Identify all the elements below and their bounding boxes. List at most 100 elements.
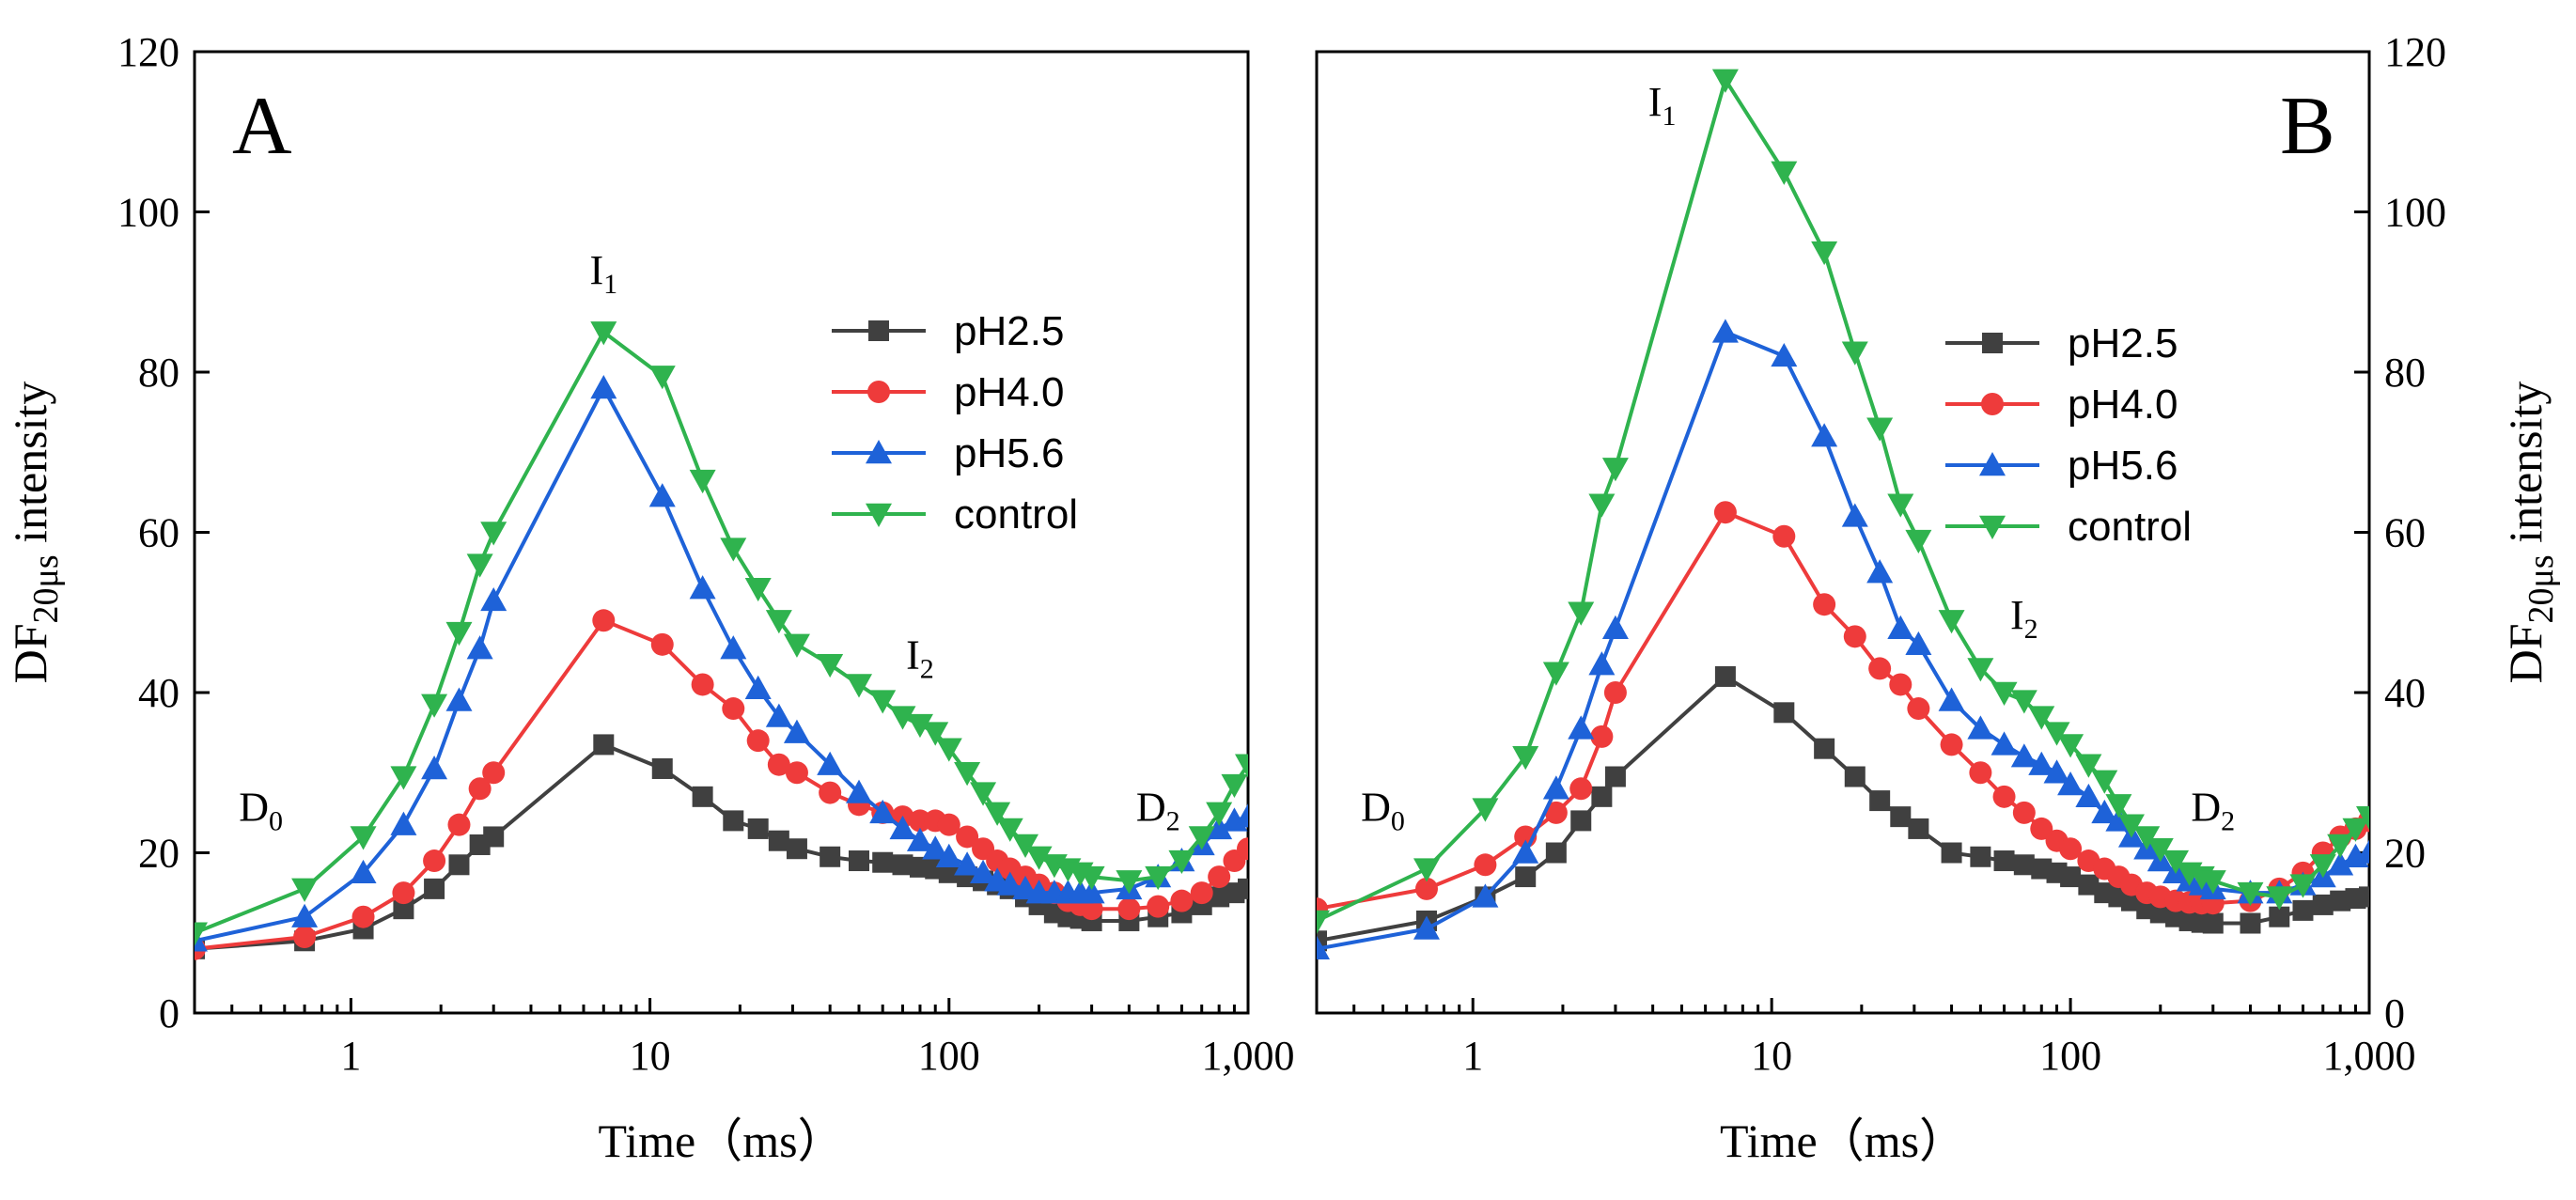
data-point bbox=[1588, 651, 1616, 676]
annotation-i1: I1 bbox=[1648, 79, 1677, 132]
data-point bbox=[480, 522, 507, 546]
data-point bbox=[1991, 731, 2018, 756]
data-point bbox=[1147, 895, 1170, 918]
data-point bbox=[1841, 341, 1868, 366]
y-tick-label: 80 bbox=[2384, 350, 2426, 396]
y-tick-label: 100 bbox=[2384, 190, 2446, 236]
y-axis-title: DF20μs intensity bbox=[4, 382, 66, 684]
data-point bbox=[2237, 881, 2264, 907]
data-point bbox=[846, 674, 873, 698]
data-point bbox=[1889, 673, 1912, 696]
data-point bbox=[1814, 738, 1835, 759]
data-point bbox=[1569, 777, 1593, 801]
data-point bbox=[938, 862, 960, 883]
x-axis-title: Time（ms） bbox=[1720, 1114, 1966, 1167]
data-point bbox=[1116, 870, 1143, 895]
data-point bbox=[1413, 915, 1440, 940]
data-point bbox=[1772, 524, 1796, 548]
y-tick-label: 60 bbox=[2384, 510, 2426, 556]
data-point bbox=[590, 321, 617, 346]
data-point bbox=[954, 762, 981, 787]
data-point bbox=[2266, 886, 2293, 911]
data-point bbox=[1868, 657, 1892, 680]
legend-marker bbox=[1981, 393, 2004, 415]
data-point bbox=[1235, 803, 1248, 828]
data-point bbox=[648, 483, 676, 507]
data-point bbox=[1844, 766, 1866, 787]
y-tick-label: 100 bbox=[117, 190, 180, 236]
data-point bbox=[765, 703, 792, 727]
data-point bbox=[1117, 897, 1141, 921]
data-point bbox=[1841, 503, 1868, 527]
data-point bbox=[1967, 715, 1994, 740]
data-point bbox=[482, 761, 506, 785]
plot-area bbox=[195, 321, 1248, 960]
data-point bbox=[1542, 662, 1569, 686]
data-point bbox=[2199, 870, 2226, 895]
data-point bbox=[651, 757, 673, 779]
data-point bbox=[1940, 733, 1963, 756]
annotation-i2: I2 bbox=[906, 631, 934, 684]
data-point bbox=[984, 802, 1011, 826]
data-point bbox=[2059, 837, 2083, 861]
data-point bbox=[1938, 610, 1965, 634]
data-point bbox=[350, 859, 377, 884]
series-ph5-6 bbox=[1317, 319, 2369, 959]
data-point bbox=[1568, 715, 1595, 740]
data-point bbox=[1907, 697, 1930, 721]
data-point bbox=[1604, 766, 1626, 787]
data-point bbox=[1317, 910, 1330, 934]
data-point bbox=[1905, 631, 1932, 656]
data-point bbox=[2327, 834, 2354, 858]
data-point bbox=[1908, 818, 1929, 839]
data-point bbox=[1012, 834, 1039, 858]
data-point bbox=[2356, 839, 2369, 864]
data-point bbox=[2147, 838, 2174, 863]
data-point bbox=[1413, 858, 1440, 882]
data-point bbox=[872, 851, 894, 873]
series-line bbox=[195, 386, 1248, 943]
y-tick-label: 60 bbox=[138, 510, 180, 556]
legend-label: control bbox=[954, 491, 1078, 538]
data-point bbox=[421, 694, 448, 718]
legend-label: pH5.6 bbox=[954, 430, 1064, 476]
legend-marker bbox=[867, 381, 890, 403]
data-point bbox=[2269, 906, 2290, 927]
data-point bbox=[1843, 625, 1866, 648]
data-point bbox=[1542, 775, 1569, 800]
data-point bbox=[423, 849, 446, 873]
series-ph4-0 bbox=[1317, 501, 2369, 921]
data-point bbox=[1905, 529, 1932, 554]
series-ph5-6 bbox=[195, 375, 1248, 952]
data-point bbox=[906, 827, 933, 851]
data-point bbox=[390, 811, 417, 835]
data-point bbox=[1414, 877, 1438, 900]
data-point bbox=[970, 859, 997, 884]
y-tick-label: 80 bbox=[138, 350, 180, 396]
legend-label: pH2.5 bbox=[954, 308, 1064, 354]
legend-label: pH5.6 bbox=[2068, 443, 2178, 489]
data-point bbox=[1590, 725, 1614, 748]
data-point bbox=[817, 751, 844, 775]
data-point bbox=[2105, 794, 2132, 818]
x-tick-label: 1 bbox=[1462, 1033, 1483, 1079]
data-point bbox=[846, 779, 873, 803]
data-point bbox=[2309, 854, 2336, 879]
data-point bbox=[2057, 771, 2084, 796]
data-point bbox=[195, 922, 208, 946]
data-point bbox=[1515, 866, 1537, 888]
data-point bbox=[922, 722, 949, 746]
data-point bbox=[1570, 810, 1592, 832]
data-point bbox=[392, 881, 415, 905]
data-point bbox=[1771, 161, 1798, 185]
data-point bbox=[2043, 759, 2070, 784]
data-point bbox=[1890, 806, 1912, 828]
series-control bbox=[1317, 69, 2369, 934]
data-point bbox=[1711, 319, 1739, 343]
data-point bbox=[592, 609, 616, 632]
annotation-d2: D2 bbox=[1136, 784, 1180, 836]
annotation-d2: D2 bbox=[2191, 784, 2235, 836]
data-point bbox=[1221, 773, 1248, 799]
data-point bbox=[483, 826, 505, 848]
data-point bbox=[2078, 874, 2100, 896]
